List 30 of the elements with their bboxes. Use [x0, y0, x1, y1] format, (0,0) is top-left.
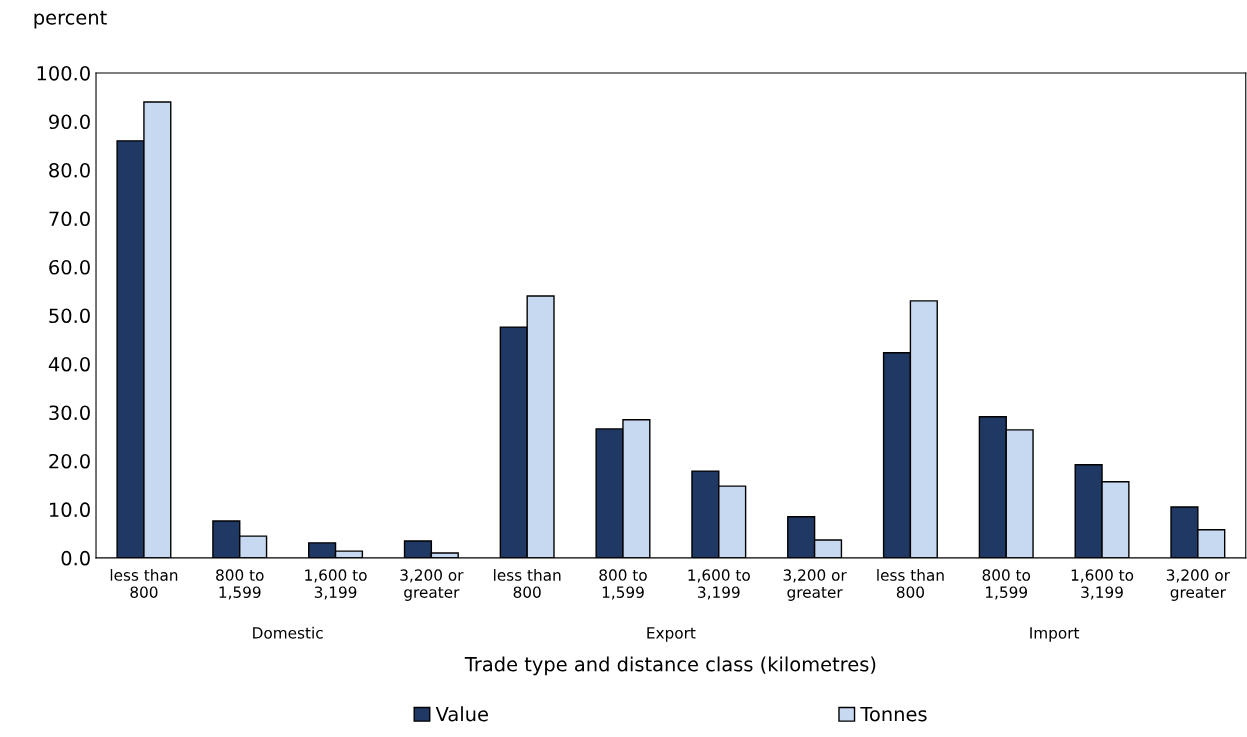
y-axis-title: percent	[34, 10, 107, 29]
y-tick-label: 0.0	[61, 550, 90, 566]
y-tick-label: 30.0	[49, 405, 90, 421]
x-tick-label: less than 800	[110, 569, 178, 598]
y-tick-label: 100.0	[37, 65, 90, 81]
x-tick-label: 1,600 to 3,199	[1071, 569, 1134, 600]
x-tick-label: 800 to 1,599	[599, 569, 647, 600]
y-tick-label: 20.0	[49, 453, 90, 469]
y-tick-label: 70.0	[49, 211, 90, 227]
x-tick-label: 3,200 or greater	[1166, 569, 1230, 601]
x-tick-label: 3,200 or greater	[783, 569, 847, 601]
text: Domestic	[253, 626, 323, 639]
x-axis-title: Trade type and distance class (kilometres)	[464, 656, 876, 676]
y-tick-label: 80.0	[49, 162, 90, 178]
y-tick-label: 60.0	[49, 259, 90, 275]
x-tick-label: less than 800	[877, 569, 944, 598]
x-tick-label: 800 to 1,599	[216, 569, 264, 600]
legend-label: Value	[435, 706, 488, 722]
text: Import	[1030, 627, 1080, 642]
x-tick-label: less than 800	[494, 569, 561, 598]
y-tick-label: 90.0	[49, 114, 90, 130]
x-tick-label: 1,600 to 3,199	[688, 569, 750, 600]
y-tick-label: 50.0	[49, 308, 90, 324]
y-tick-label: 10.0	[50, 502, 90, 518]
x-tick-label: 1,600 to 3,199	[305, 569, 367, 600]
legend-label: Tonnes	[860, 706, 927, 722]
y-tick-label: 40.0	[48, 356, 90, 372]
x-tick-label: 3,200 or greater	[400, 569, 464, 601]
x-tick-label: 800 to 1,599	[982, 569, 1031, 600]
text: Export	[647, 627, 696, 642]
